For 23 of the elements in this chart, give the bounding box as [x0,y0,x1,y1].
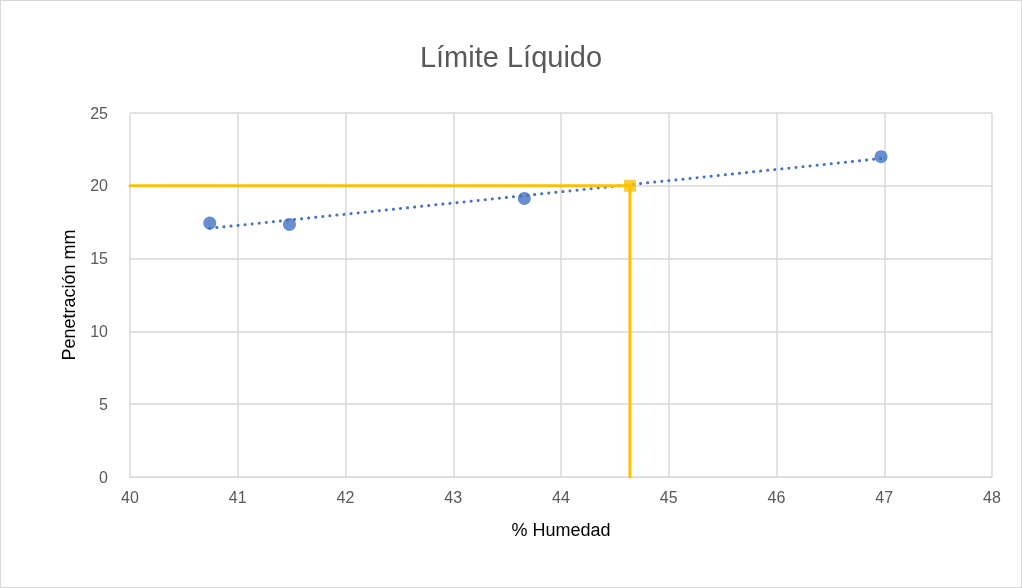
y-axis-title: Penetración mm [59,229,79,361]
x-tick-label: 40 [121,488,139,506]
point [623,179,636,192]
x-tick-label: 47 [875,488,894,506]
x-tick-label: 45 [659,488,678,506]
y-tick-label: 15 [90,250,109,268]
y-tick-label: 0 [99,468,109,486]
point [282,217,296,231]
x-tick-label: 41 [228,488,247,506]
point [874,150,888,164]
x-tick-label: 46 [767,488,786,506]
x-tick-label: 43 [444,488,463,506]
chart-title: Límite Líquido [419,40,603,73]
y-tick-label: 5 [99,395,109,413]
y-tick-label: 20 [90,177,109,195]
point [203,216,217,230]
x-tick-label: 44 [552,488,570,506]
point [517,191,531,205]
x-tick-label: 48 [983,488,1001,506]
x-axis-title: % Humedad [511,520,611,540]
x-tick-label: 42 [336,488,355,506]
y-tick-label: 10 [90,322,109,340]
y-tick-label: 25 [90,104,109,122]
